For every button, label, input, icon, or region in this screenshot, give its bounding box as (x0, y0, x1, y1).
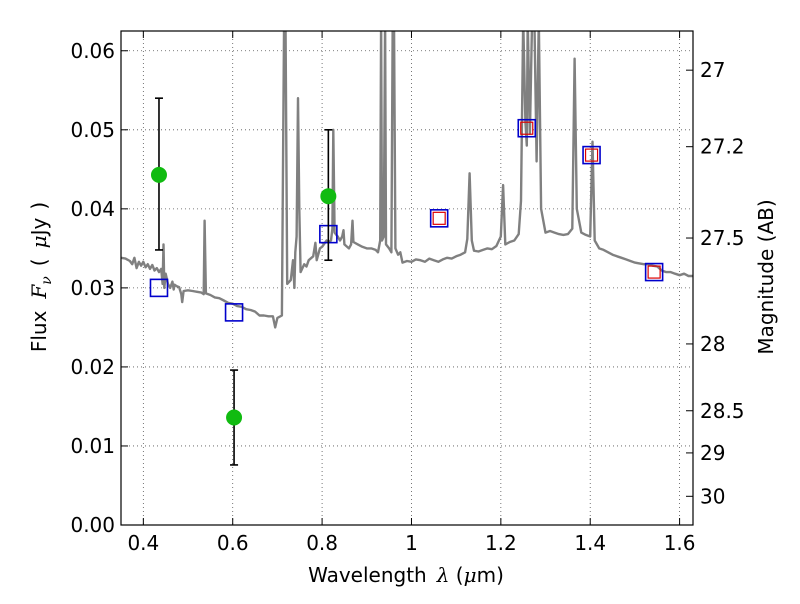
y-axis-unit-mu: μ (27, 235, 51, 248)
y2-tick-label: 30 (700, 484, 725, 508)
y2-tick-label: 28 (700, 332, 725, 356)
y-tick-label: 0.05 (70, 118, 115, 142)
observed-point (320, 188, 337, 205)
y-axis-label-text: Flux (27, 310, 51, 352)
x-tick-label: 1.4 (574, 531, 606, 555)
y2-tick-label: 27.2 (700, 135, 745, 159)
x-tick-label: 0.8 (306, 531, 338, 555)
model-photometry-inner-square (432, 211, 446, 225)
model-photometry-square (582, 145, 601, 165)
x-tick-label: 0.6 (217, 531, 249, 555)
y-axis-title: Flux Fν ( μJy) (27, 202, 55, 352)
y-tick-label: 0.02 (70, 355, 115, 379)
y-tick-label: 0.04 (70, 197, 115, 221)
x-axis-title: Wavelength λ (μm) (308, 563, 504, 587)
model-photometry-square (517, 118, 537, 138)
x-tick-label: 0.4 (127, 531, 159, 555)
y2-tick-label: 28.5 (700, 399, 745, 423)
y2-tick-label: 29 (700, 441, 725, 465)
y-axis-unit-rest: Jy (27, 217, 51, 237)
observed-point (150, 166, 167, 183)
x-axis-unit-open: ( (449, 563, 463, 587)
y-axis-flux-subscript: ν (39, 276, 55, 285)
x-axis-label-text: Wavelength (308, 563, 427, 587)
plot-frame (120, 30, 694, 526)
markers-layer (149, 97, 664, 466)
spectrum-layer (121, 31, 693, 329)
y-tick-label: 0.01 (70, 434, 115, 458)
x-axis-lambda-symbol: λ (436, 563, 450, 587)
y2-tick-label: 27 (700, 58, 725, 82)
y-axis-unit-close: ) (27, 202, 51, 210)
model-photometry-square (429, 209, 449, 228)
y-tick-label: 0.06 (70, 39, 115, 63)
y-axis-flux-symbol: F (27, 284, 51, 300)
y-axis-unit-open: ( (27, 258, 51, 266)
x-axis-unit-mu: μ (464, 563, 477, 587)
model-photometry-square (224, 303, 244, 322)
model-photometry-inner-square (520, 121, 534, 135)
model-photometry-inner-square (584, 148, 599, 162)
model-photometry-inner-square (647, 265, 661, 279)
x-tick-label: 1.2 (485, 531, 517, 555)
y2-axis-title: Magnitude (AB) (754, 199, 778, 354)
observed-point (226, 409, 243, 426)
x-axis-unit-rest: m) (477, 563, 504, 587)
y-tick-label: 0.03 (70, 276, 115, 300)
y-tick-label: 0.00 (70, 513, 115, 537)
model-photometry-square (149, 278, 169, 298)
y2-tick-label: 27.5 (700, 226, 745, 250)
model-photometry-square (644, 262, 664, 282)
ticks-layer: 0.4 0.6 0.8 1 1.2 1.4 1.6 0.00 0.01 0.02 0.03 0.04 0… (70, 31, 745, 555)
spectrum-line (121, 31, 693, 329)
x-tick-label: 1 (405, 531, 418, 555)
x-tick-label: 1.6 (664, 531, 696, 555)
